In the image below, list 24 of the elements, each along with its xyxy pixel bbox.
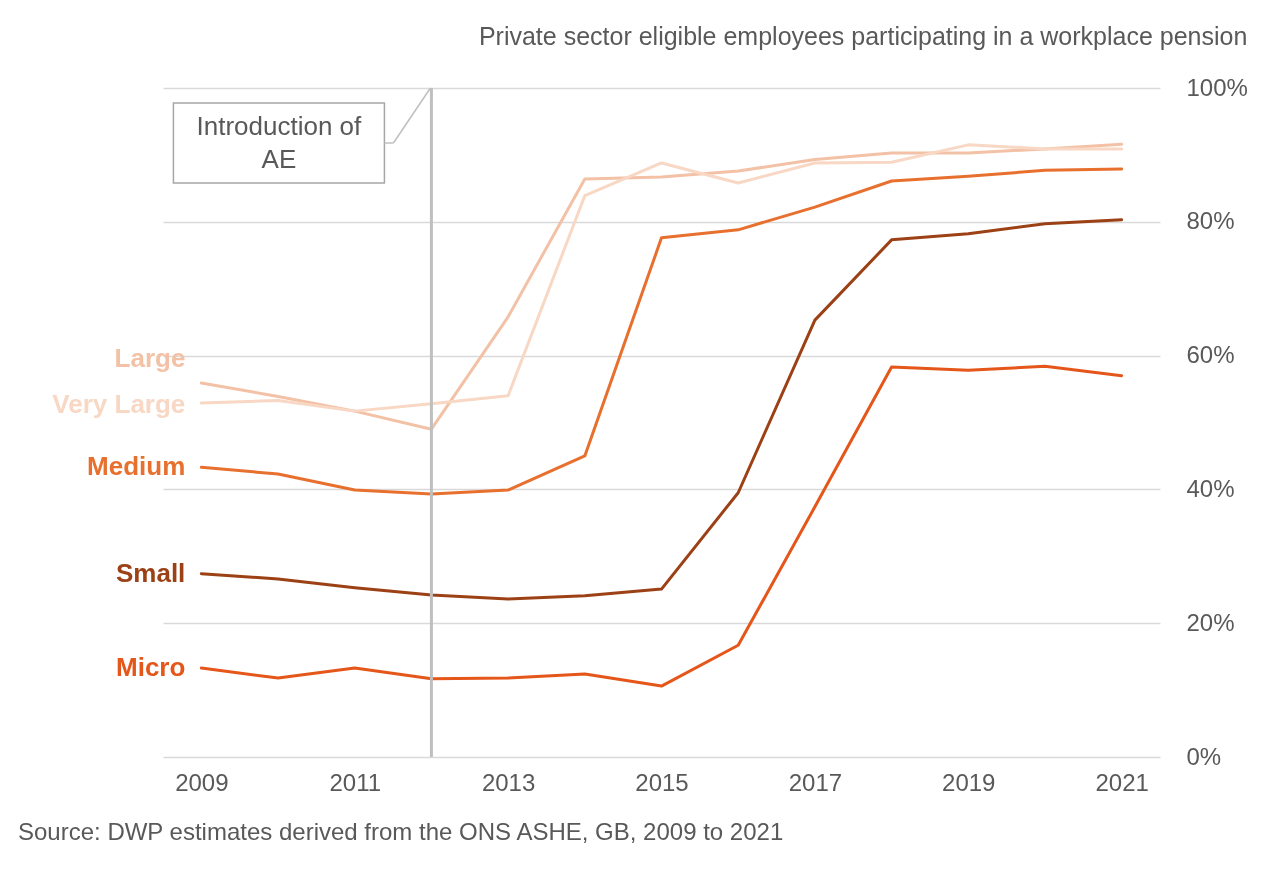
- x-tick-label: 2009: [175, 768, 229, 796]
- line-series: [199, 364, 1124, 688]
- series-label: Very Large: [52, 389, 186, 420]
- y-tick-label: 40%: [1186, 474, 1235, 502]
- line-series: [199, 167, 1124, 496]
- x-tick-label: 2015: [635, 768, 689, 796]
- y-tick-label: 20%: [1186, 608, 1235, 636]
- x-tick-label: 2021: [1095, 768, 1149, 796]
- y-tick-label: 100%: [1186, 73, 1248, 101]
- x-tick-label: 2013: [481, 768, 536, 796]
- series-label: Large: [114, 343, 186, 374]
- y-tick-label: 0%: [1186, 742, 1222, 770]
- x-tick-label: 2017: [788, 768, 843, 796]
- line-series: [199, 218, 1124, 601]
- x-tick-label: 2011: [329, 768, 382, 796]
- ref-line-label: Introduction of AE: [196, 111, 363, 174]
- series-label: Micro: [116, 652, 186, 683]
- y-tick-label: 60%: [1186, 341, 1235, 369]
- x-tick-label: 2019: [942, 768, 996, 796]
- source-note: Source: DWP estimates derived from the ONS ASHE, GB, 2009 to 2021: [18, 818, 784, 845]
- series-label: Medium: [87, 451, 186, 482]
- chart-title: Private sector eligible employees participating in a workplace pension: [478, 22, 1248, 50]
- y-tick-label: 80%: [1186, 207, 1235, 235]
- series-label: Small: [115, 557, 186, 588]
